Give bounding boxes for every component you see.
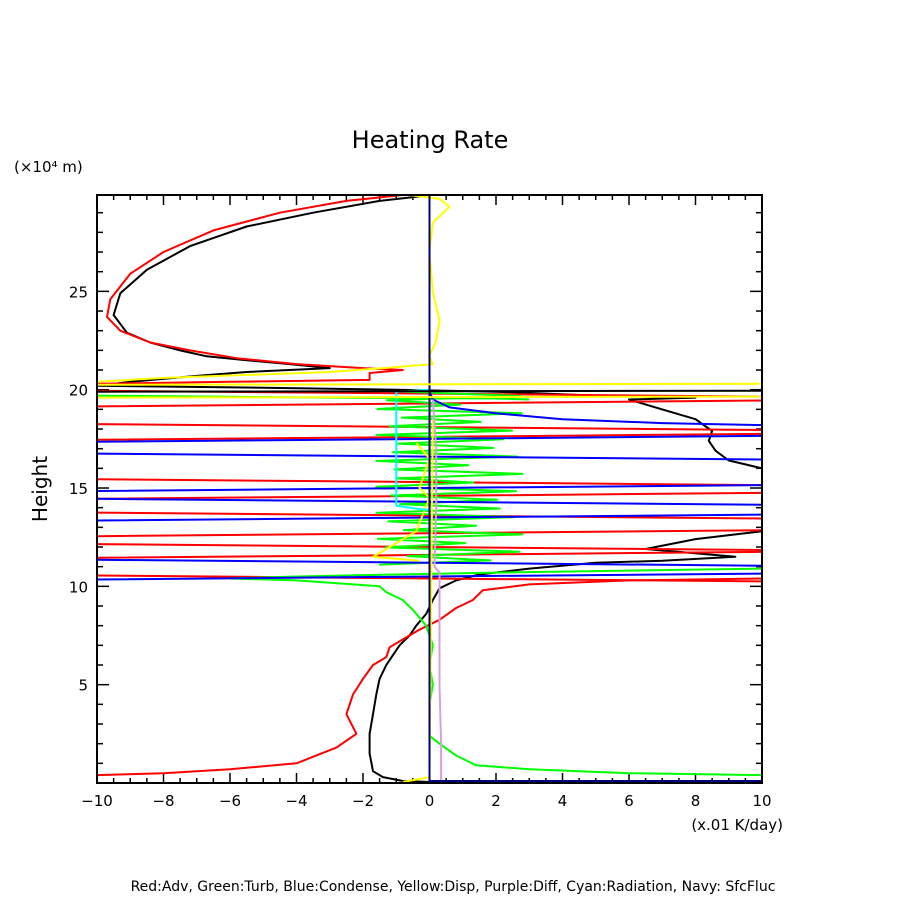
y-tick-label: 20 <box>69 382 88 400</box>
y-tick-label: 25 <box>69 283 88 301</box>
series-adv-line <box>96 194 404 385</box>
y-axis-label: Height <box>28 456 52 522</box>
series-total-band <box>96 389 763 393</box>
series-disp-mid-line <box>372 442 431 562</box>
x-tick-label: −2 <box>352 792 374 810</box>
x-tick-label: 4 <box>558 792 568 810</box>
y-tick-label: 5 <box>78 677 88 695</box>
x-tick-label: 2 <box>491 792 501 810</box>
x-axis-label: (x.01 K/day) <box>691 816 783 834</box>
x-tick-label: −6 <box>219 792 241 810</box>
plot-frame <box>96 194 763 784</box>
series-total-lower-line <box>368 530 763 783</box>
x-tick-label: 0 <box>425 792 435 810</box>
y-unit-label: (×10⁴ m) <box>14 158 83 176</box>
series-disp-line <box>96 194 451 383</box>
series-diff-line <box>431 399 443 783</box>
x-tick-label: −4 <box>285 792 307 810</box>
series-disp-band <box>96 395 763 399</box>
series-turb-line <box>229 567 763 777</box>
series-disp-surface-line <box>402 419 434 783</box>
legend-caption: Red:Adv, Green:Turb, Blue:Condense, Yell… <box>131 879 776 895</box>
x-tick-label: −10 <box>81 792 113 810</box>
x-tick-label: 8 <box>691 792 701 810</box>
series-turb-wiggle-line <box>375 390 524 566</box>
chart-title: Heating Rate <box>352 126 509 154</box>
y-tick-label: 10 <box>69 578 88 596</box>
series-disp-band <box>96 382 763 386</box>
x-tick-label: 10 <box>752 792 771 810</box>
y-tick-label: 15 <box>69 480 88 498</box>
series-lines <box>96 194 763 783</box>
series-adv-lower-line <box>96 577 763 777</box>
x-tick-label: −8 <box>152 792 174 810</box>
x-tick-label: 6 <box>624 792 634 810</box>
